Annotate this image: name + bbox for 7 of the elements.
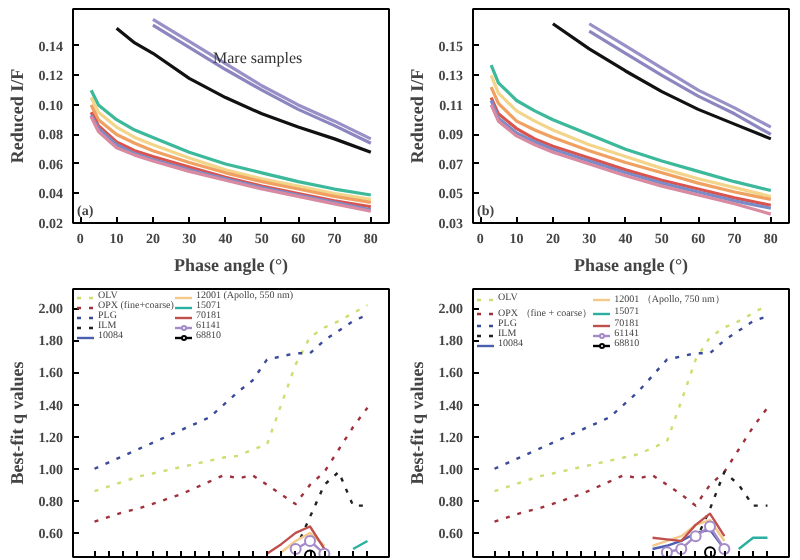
y-axis-title: Best-fit q values [6,360,27,485]
y-axis-title: Best-fit q values [406,360,427,485]
x-axis-title: Phase angle (°) [573,255,689,275]
x-axis-title: Phase angle (°) [173,255,289,275]
y-axis-title: Reduced I/F [6,67,27,164]
y-axis-title: Reduced I/F [406,67,427,164]
annotation: Mare samples [213,49,303,67]
